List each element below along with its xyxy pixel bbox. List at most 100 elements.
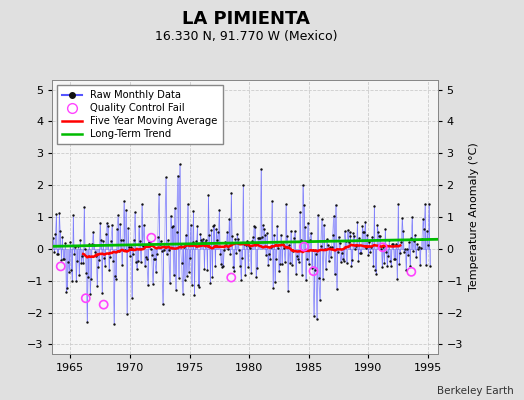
Point xyxy=(152,250,161,257)
Point xyxy=(354,258,363,264)
Point xyxy=(403,246,411,252)
Point xyxy=(368,233,377,240)
Point xyxy=(226,251,234,258)
Point xyxy=(213,237,222,244)
Point xyxy=(320,222,328,228)
Point xyxy=(322,236,331,242)
Point xyxy=(247,269,255,276)
Point xyxy=(208,274,216,280)
Point xyxy=(76,237,84,244)
Point xyxy=(217,261,225,268)
Point xyxy=(417,245,425,252)
Point xyxy=(179,244,188,250)
Point xyxy=(291,228,299,234)
Point xyxy=(165,247,173,253)
Point xyxy=(312,316,321,322)
Point xyxy=(200,265,209,272)
Point xyxy=(283,232,291,239)
Point xyxy=(54,251,62,257)
Point xyxy=(301,224,309,231)
Point xyxy=(123,311,131,317)
Point xyxy=(277,232,285,238)
Point xyxy=(405,239,413,245)
Point xyxy=(412,254,420,260)
Point xyxy=(314,275,323,282)
Point xyxy=(389,240,397,247)
Point xyxy=(296,209,304,216)
Point xyxy=(311,267,319,273)
Point xyxy=(126,253,134,260)
Point xyxy=(132,258,140,265)
Point xyxy=(252,274,260,280)
Point xyxy=(362,245,370,252)
Point xyxy=(205,232,214,238)
Point xyxy=(270,232,278,238)
Point xyxy=(400,249,408,255)
Point xyxy=(382,249,390,255)
Point xyxy=(347,263,356,269)
Point xyxy=(183,201,192,207)
Point xyxy=(280,245,288,251)
Point xyxy=(360,229,368,235)
Point xyxy=(422,262,430,268)
Point xyxy=(206,280,215,286)
Point xyxy=(286,259,294,266)
Point xyxy=(426,262,434,269)
Point xyxy=(390,256,398,262)
Point xyxy=(194,282,203,288)
Point xyxy=(245,242,253,249)
Point xyxy=(415,244,423,250)
Point xyxy=(272,256,280,262)
Point xyxy=(89,229,97,235)
Point xyxy=(293,256,302,262)
Point xyxy=(136,238,144,244)
Point xyxy=(202,237,211,244)
Point xyxy=(129,237,138,243)
Point xyxy=(367,244,376,250)
Point xyxy=(365,239,374,245)
Point xyxy=(366,248,375,255)
Point xyxy=(216,251,224,257)
Point xyxy=(249,234,257,240)
Point xyxy=(148,252,156,258)
Point xyxy=(339,256,347,262)
Point xyxy=(189,208,198,214)
Point xyxy=(313,212,322,218)
Point xyxy=(413,241,421,248)
Point xyxy=(393,276,401,282)
Point xyxy=(158,248,166,254)
Point xyxy=(229,264,237,270)
Point xyxy=(134,258,142,264)
Point xyxy=(225,216,234,222)
Point xyxy=(418,235,426,242)
Point xyxy=(64,258,72,265)
Point xyxy=(305,236,314,243)
Legend: Raw Monthly Data, Quality Control Fail, Five Year Moving Average, Long-Term Tren: Raw Monthly Data, Quality Control Fail, … xyxy=(58,85,223,144)
Point xyxy=(124,225,132,232)
Point xyxy=(144,282,152,288)
Point xyxy=(235,247,244,254)
Point xyxy=(316,243,325,249)
Point xyxy=(220,247,228,254)
Point xyxy=(227,274,235,281)
Point xyxy=(99,238,107,244)
Point xyxy=(419,216,427,222)
Point xyxy=(70,251,79,257)
Point xyxy=(211,263,220,269)
Point xyxy=(94,264,102,270)
Point xyxy=(263,230,271,236)
Text: 16.330 N, 91.770 W (Mexico): 16.330 N, 91.770 W (Mexico) xyxy=(155,30,337,43)
Point xyxy=(274,244,282,251)
Point xyxy=(383,263,391,269)
Point xyxy=(180,276,189,283)
Point xyxy=(352,243,361,250)
Point xyxy=(219,262,227,269)
Point xyxy=(255,235,263,242)
Point xyxy=(372,271,380,277)
Point xyxy=(68,278,77,284)
Point xyxy=(138,201,146,208)
Point xyxy=(214,229,223,235)
Point xyxy=(222,240,231,246)
Point xyxy=(385,237,394,244)
Point xyxy=(288,262,296,268)
